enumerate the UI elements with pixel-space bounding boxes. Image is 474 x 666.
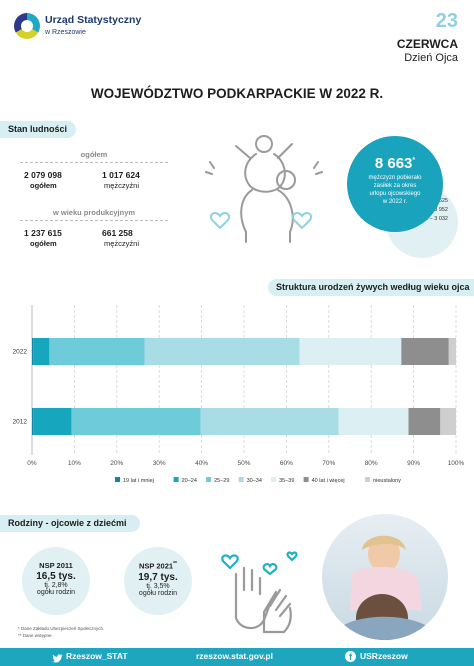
date-day: 23 [435, 10, 458, 32]
org-name: Urząd Statystyczny [45, 14, 142, 26]
footnote-1: * Dane Zakładu Ubezpieczeń Społecznych. [18, 626, 105, 631]
divider [20, 162, 168, 163]
date-month: CZERWCA [396, 37, 458, 51]
bar-segment [32, 408, 34, 435]
twitter-icon [52, 651, 63, 663]
legend-swatch [365, 477, 371, 482]
x-tick-label: 90% [407, 460, 420, 467]
allowance-history-2019: 2019 r. – 3 032 [411, 216, 448, 222]
x-tick-label: 100% [448, 460, 465, 467]
working-total-value: 1 237 615 [24, 228, 62, 238]
legend-label: nieustalony [373, 478, 401, 484]
section-families: Rodziny - ojcowie z dziećmi [0, 515, 140, 532]
allowance-text-3: urlopu ojcowskiego [369, 191, 421, 197]
nsp2021-base: ogółu rodzin [138, 589, 178, 597]
nsp2021-value: 19,7 tys. [138, 571, 178, 583]
allowance-text-1: mężczyzn pobierało [368, 175, 422, 181]
legend-label: 40 lat i więcej [312, 478, 345, 484]
website-link[interactable]: rzeszow.stat.gov.pl [196, 651, 273, 661]
allowance-bubble: 8 663* mężczyzn pobierało zasiłek za okr… [347, 136, 443, 232]
bar-segment [448, 338, 456, 365]
section-chart-label: Struktura urodzeń żywych według wieku oj… [276, 282, 470, 292]
page-title: WOJEWÓDZTWO PODKARPACKIE W 2022 R. [90, 86, 384, 101]
logo-icon [14, 13, 40, 39]
population-total-value: 2 079 098 [24, 170, 62, 180]
bar-segment [200, 408, 339, 435]
bar-segment [33, 408, 72, 435]
x-tick-label: 30% [153, 460, 166, 467]
birth-structure-chart: 0% 10% 20% 30% 40% 50% 60% 70% 80% 90% 100% 2022 201… [13, 305, 465, 484]
nsp2011-head: NSP 2011 [39, 561, 73, 570]
x-tick-label: 60% [280, 460, 293, 467]
nsp2011-bubble: NSP 2011 16,5 tys. tj. 2,8% ogółu rodzin [22, 547, 90, 615]
legend-label: 30–34 [247, 478, 262, 484]
legend-swatch [115, 477, 120, 482]
x-tick-label: 70% [322, 460, 335, 467]
nsp2021-marker: ** [173, 561, 177, 567]
bar-segment [440, 408, 456, 435]
allowance-value: 8 663 [374, 155, 413, 172]
bar-segment [49, 338, 145, 365]
section-population-label: Stan ludności [8, 124, 68, 134]
x-tick-label: 50% [237, 460, 250, 467]
population-total-head: ogółem [80, 150, 108, 159]
hands-icon [221, 551, 298, 634]
father-child-icon [205, 135, 323, 243]
divider [20, 220, 168, 221]
section-families-label: Rodziny - ojcowie z dziećmi [8, 518, 127, 528]
nsp2011-base: ogółu rodzin [36, 589, 76, 596]
bar-segment [401, 338, 449, 365]
allowance-marker: * [412, 157, 416, 164]
working-total-label: ogółem [30, 239, 57, 248]
allowance-text-4: w 2022 r. [382, 199, 408, 205]
population-men-label: mężczyźni [104, 181, 140, 190]
category-label: 2012 [13, 419, 28, 426]
nsp2011-share: tj. 2,8% [44, 582, 68, 589]
section-chart: Struktura urodzeń żywych według wieku oj… [268, 279, 474, 296]
bar-segment [32, 338, 34, 365]
section-population: Stan ludności [0, 121, 76, 138]
x-tick-label: 10% [68, 460, 81, 467]
nsp2021-head: NSP 2021 [139, 561, 174, 571]
x-tick-label: 20% [110, 460, 123, 467]
bar-segment [71, 408, 201, 435]
working-men-label: mężczyźni [104, 239, 140, 248]
allowance-text-2: zasiłek za okres [373, 183, 417, 189]
legend-swatch [173, 477, 179, 482]
legend-label: 20–24 [182, 478, 197, 484]
bar-segment [408, 408, 441, 435]
legend-swatch [238, 477, 244, 482]
legend-label: 35–39 [279, 478, 294, 484]
legend-label: 19 lat i mniej [123, 478, 154, 484]
bar-segment [338, 408, 409, 435]
nsp2021-bubble: NSP 2021** 19,7 tys. tj. 3,5% ogółu rodz… [124, 547, 192, 615]
bar-segment [144, 338, 300, 365]
facebook-icon: f [345, 651, 356, 662]
legend-swatch [206, 477, 212, 482]
x-tick-label: 40% [195, 460, 208, 467]
footnote-2: ** Dane wstępne. [18, 633, 53, 638]
footnotes: * Dane Zakładu Ubezpieczeń Społecznych. … [18, 625, 104, 639]
population-total-label: ogółem [30, 181, 57, 190]
org-location: w Rzeszowie [45, 29, 86, 36]
footer: Rzeszow_STAT rzeszow.stat.gov.pl f USRze… [0, 648, 474, 666]
occasion-title: Dzień Ojca [404, 52, 458, 64]
category-label: 2022 [13, 349, 28, 356]
population-working-head: w wieku produkcyjnym [52, 208, 136, 217]
x-tick-label: 0% [27, 460, 37, 467]
facebook-link[interactable]: USRzeszow [360, 651, 408, 661]
bar-segment [299, 338, 402, 365]
population-men-value: 1 017 624 [102, 170, 140, 180]
father-daughter-photo [322, 514, 448, 640]
x-tick-label: 80% [365, 460, 378, 467]
legend-label: 25–29 [214, 478, 229, 484]
bar-segment [33, 338, 50, 365]
nsp2011-value: 16,5 tys. [36, 571, 76, 582]
legend-swatch [303, 477, 309, 482]
legend-swatch [271, 477, 277, 482]
nsp2021-share: tj. 3,5% [146, 582, 170, 590]
working-men-value: 661 258 [102, 228, 133, 238]
twitter-link[interactable]: Rzeszow_STAT [66, 651, 128, 661]
